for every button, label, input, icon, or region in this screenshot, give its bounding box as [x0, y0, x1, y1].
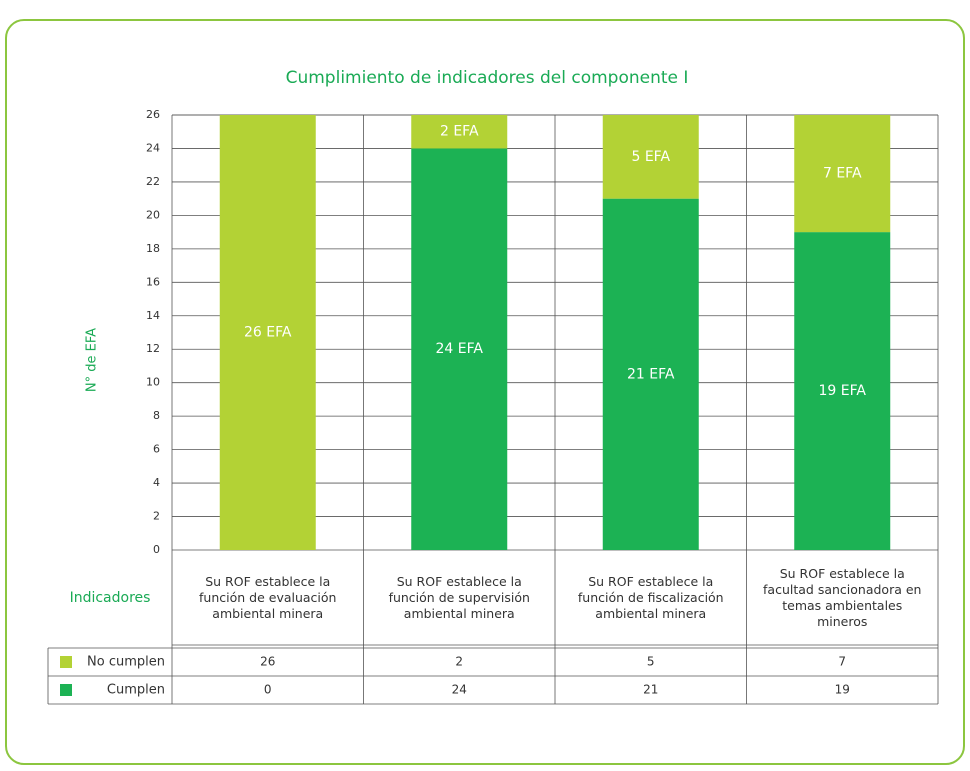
- bar-segment: [794, 115, 891, 233]
- chart-title: Cumplimiento de indicadores del componen…: [286, 68, 689, 88]
- y-tick-label: 2: [153, 510, 160, 523]
- table-value: 2: [455, 655, 463, 669]
- table-value: 26: [260, 655, 275, 669]
- y-tick-label: 0: [153, 543, 160, 556]
- y-tick-label: 14: [146, 309, 160, 322]
- y-tick-label: 24: [146, 141, 160, 154]
- category-label: Su ROF establece la función de supervisi…: [388, 574, 530, 621]
- y-tick-label: 20: [146, 208, 160, 221]
- y-tick-label: 22: [146, 175, 160, 188]
- y-tick-label: 26: [146, 108, 160, 121]
- data-label: 5 EFA: [631, 149, 670, 165]
- y-tick-label: 16: [146, 275, 160, 288]
- y-tick-label: 8: [153, 409, 160, 422]
- data-label: 19 EFA: [819, 383, 867, 399]
- bar-segment: [411, 148, 508, 550]
- y-axis-label: N° de EFA: [85, 328, 100, 392]
- category-label: Su ROF establece la función de fiscaliza…: [577, 574, 724, 621]
- table-value: 24: [452, 683, 467, 697]
- table-header: Indicadores: [70, 590, 151, 606]
- table-value: 21: [643, 683, 658, 697]
- y-tick-label: 6: [153, 443, 160, 456]
- bar-segment: [219, 115, 316, 550]
- bar-segment: [794, 232, 891, 550]
- legend-label: No cumplen: [87, 655, 165, 670]
- legend-swatch: [60, 656, 72, 668]
- data-label: 26 EFA: [244, 325, 292, 341]
- table-value: 7: [838, 655, 846, 669]
- legend-label: Cumplen: [107, 683, 165, 698]
- table-value: 0: [264, 683, 272, 697]
- frame: [5, 19, 965, 765]
- bar-segment: [602, 115, 699, 199]
- y-tick-label: 12: [146, 342, 160, 355]
- table-value: 19: [835, 683, 850, 697]
- y-tick-label: 4: [153, 476, 160, 489]
- bar-segment: [602, 198, 699, 550]
- bar-segment: [411, 115, 508, 149]
- table-value: 5: [647, 655, 655, 669]
- data-label: 2 EFA: [440, 124, 479, 140]
- category-label: Su ROF establece la función de evaluació…: [199, 574, 337, 621]
- y-tick-label: 10: [146, 376, 160, 389]
- data-label: 7 EFA: [823, 166, 862, 182]
- data-label: 21 EFA: [627, 366, 675, 382]
- data-label: 24 EFA: [436, 341, 484, 357]
- y-tick-label: 18: [146, 242, 160, 255]
- category-label: Su ROF establece la facultad sancionador…: [763, 566, 922, 629]
- legend-swatch: [60, 684, 72, 696]
